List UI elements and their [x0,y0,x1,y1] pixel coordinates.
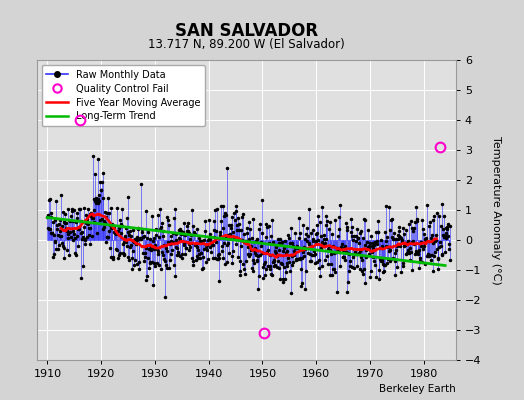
Text: Berkeley Earth: Berkeley Earth [379,384,456,394]
Text: 13.717 N, 89.200 W (El Salvador): 13.717 N, 89.200 W (El Salvador) [148,38,345,51]
Text: SAN SALVADOR: SAN SALVADOR [174,22,318,40]
Y-axis label: Temperature Anomaly (°C): Temperature Anomaly (°C) [491,136,501,284]
Legend: Raw Monthly Data, Quality Control Fail, Five Year Moving Average, Long-Term Tren: Raw Monthly Data, Quality Control Fail, … [41,65,205,126]
